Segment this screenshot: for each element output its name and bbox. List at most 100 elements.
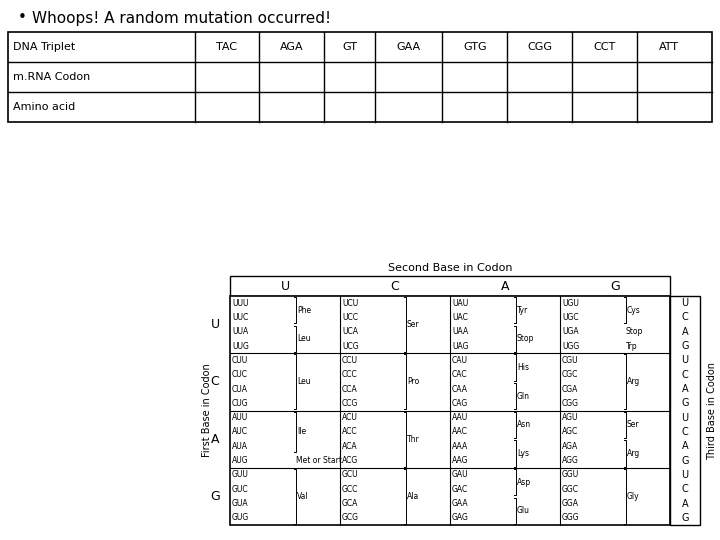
Text: UGC: UGC — [562, 313, 579, 322]
Text: Met or Start: Met or Start — [296, 456, 342, 465]
Bar — [8, 32, 712, 122]
Text: CUC: CUC — [232, 370, 248, 379]
Text: G: G — [681, 513, 689, 523]
Text: AGU: AGU — [562, 413, 578, 422]
Text: Lys: Lys — [517, 449, 528, 458]
Text: U: U — [681, 413, 688, 423]
Text: CUG: CUG — [232, 399, 248, 408]
Text: U: U — [681, 470, 688, 480]
Text: GGC: GGC — [562, 485, 579, 494]
Text: GUU: GUU — [232, 470, 249, 480]
Text: GGU: GGU — [562, 470, 580, 480]
Text: A: A — [682, 384, 688, 394]
Text: Ile: Ile — [297, 428, 306, 436]
Text: C: C — [682, 370, 688, 380]
Text: UAU: UAU — [452, 299, 468, 308]
Text: CGA: CGA — [562, 384, 578, 394]
Text: Asn: Asn — [517, 420, 531, 429]
Text: UAC: UAC — [452, 313, 468, 322]
Text: GCU: GCU — [342, 470, 359, 480]
Text: Arg: Arg — [627, 449, 640, 458]
Text: GAU: GAU — [452, 470, 469, 480]
Text: GUC: GUC — [232, 485, 248, 494]
Text: G: G — [681, 341, 689, 351]
Text: ACG: ACG — [342, 456, 359, 465]
Text: Ser: Ser — [627, 420, 639, 429]
Text: UGA: UGA — [562, 327, 579, 336]
Text: U: U — [681, 355, 688, 366]
Text: UAG: UAG — [452, 342, 469, 350]
Text: C: C — [682, 427, 688, 437]
Text: UUG: UUG — [232, 342, 249, 350]
Text: Pro: Pro — [407, 377, 419, 387]
Text: m.RNA Codon: m.RNA Codon — [13, 72, 90, 82]
Text: CCA: CCA — [342, 384, 358, 394]
Text: Ala: Ala — [407, 492, 419, 501]
Text: Trp: Trp — [626, 342, 637, 350]
Text: A: A — [682, 441, 688, 451]
Text: U: U — [280, 280, 289, 293]
Text: ACC: ACC — [342, 428, 358, 436]
Text: Leu: Leu — [297, 334, 310, 343]
Text: GCA: GCA — [342, 499, 359, 508]
Text: G: G — [681, 399, 689, 408]
Text: Asp: Asp — [517, 477, 531, 487]
Text: CGU: CGU — [562, 356, 579, 365]
Text: Thr: Thr — [407, 435, 420, 444]
Text: G: G — [681, 456, 689, 465]
Text: UUA: UUA — [232, 327, 248, 336]
Text: GTG: GTG — [463, 42, 487, 52]
Text: TAC: TAC — [217, 42, 238, 52]
Text: C: C — [682, 484, 688, 494]
Text: CGC: CGC — [562, 370, 578, 379]
Text: CCU: CCU — [342, 356, 358, 365]
Text: C: C — [391, 280, 400, 293]
Text: U: U — [210, 318, 220, 331]
Text: AGG: AGG — [562, 456, 579, 465]
Text: CGG: CGG — [527, 42, 552, 52]
Bar — [670, 296, 700, 525]
Text: Second Base in Codon: Second Base in Codon — [388, 263, 512, 273]
Text: Arg: Arg — [627, 377, 640, 387]
Text: UCA: UCA — [342, 327, 358, 336]
Text: UAA: UAA — [452, 327, 468, 336]
Text: Third Base in Codon: Third Base in Codon — [707, 361, 717, 460]
Text: ACA: ACA — [342, 442, 358, 451]
Text: CGG: CGG — [562, 399, 579, 408]
Text: First Base in Codon: First Base in Codon — [202, 363, 212, 457]
Text: CAU: CAU — [452, 356, 468, 365]
Text: Glu: Glu — [517, 506, 530, 515]
Text: G: G — [210, 490, 220, 503]
Text: AUC: AUC — [232, 428, 248, 436]
Text: AUA: AUA — [232, 442, 248, 451]
Text: Ser: Ser — [407, 320, 420, 329]
Text: AAC: AAC — [452, 428, 468, 436]
Text: Leu: Leu — [297, 377, 310, 387]
Text: AAU: AAU — [452, 413, 468, 422]
Text: A: A — [682, 327, 688, 337]
Text: Amino acid: Amino acid — [13, 102, 76, 112]
Text: UGG: UGG — [562, 342, 580, 350]
Text: GCC: GCC — [342, 485, 359, 494]
Text: CAG: CAG — [452, 399, 468, 408]
Text: CCT: CCT — [593, 42, 616, 52]
Text: A: A — [682, 498, 688, 509]
Bar — [230, 276, 670, 296]
Text: UUU: UUU — [232, 299, 248, 308]
Text: CCG: CCG — [342, 399, 359, 408]
Text: GT: GT — [342, 42, 357, 52]
Bar — [230, 296, 670, 525]
Text: C: C — [682, 313, 688, 322]
Text: GAC: GAC — [452, 485, 468, 494]
Text: A: A — [500, 280, 509, 293]
Text: Tyr: Tyr — [517, 306, 528, 315]
Text: GAA: GAA — [452, 499, 469, 508]
Text: CUA: CUA — [232, 384, 248, 394]
Text: UCG: UCG — [342, 342, 359, 350]
Text: A: A — [211, 433, 220, 446]
Text: GAG: GAG — [452, 514, 469, 522]
Text: AAA: AAA — [452, 442, 468, 451]
Text: ACU: ACU — [342, 413, 358, 422]
Text: G: G — [610, 280, 620, 293]
Text: AGA: AGA — [280, 42, 304, 52]
